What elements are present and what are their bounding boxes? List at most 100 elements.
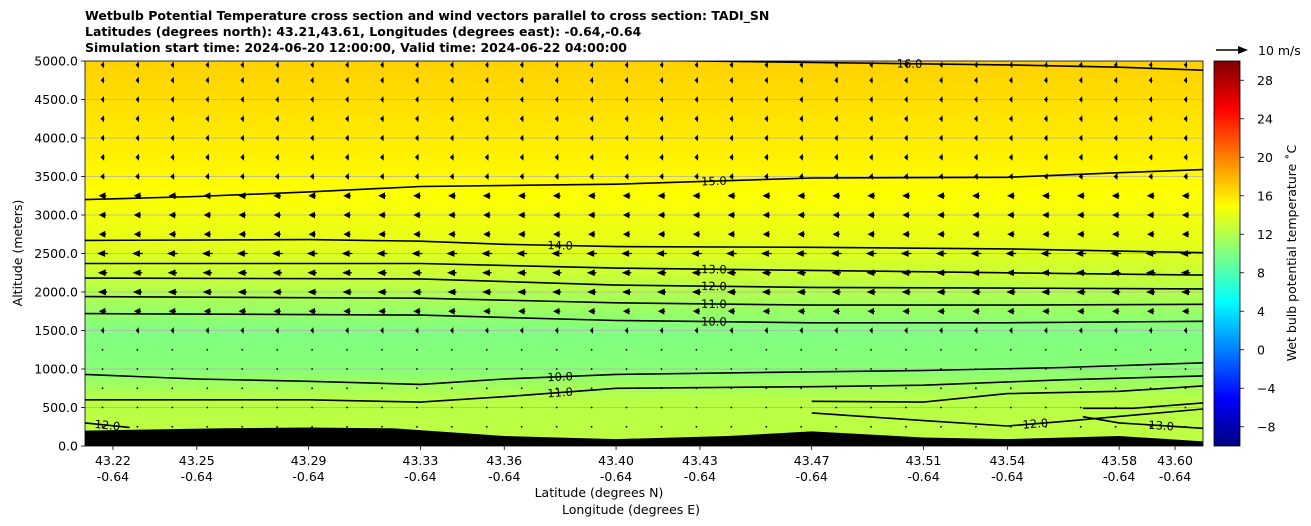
colorbar-tick-label: 20	[1257, 150, 1273, 165]
wind-vector	[868, 173, 874, 180]
wind-vector	[240, 61, 244, 69]
wind-vector	[484, 153, 489, 161]
wind-vector	[729, 153, 734, 161]
wind-vector	[800, 425, 803, 428]
wind-vector	[414, 153, 419, 161]
wind-vector	[694, 134, 699, 142]
wind-vector	[136, 406, 139, 409]
wind-vector	[1079, 368, 1082, 370]
wind-vector	[1078, 61, 1083, 69]
wind-vector	[659, 153, 664, 161]
wind-vector	[1079, 387, 1082, 390]
wind-vector	[834, 153, 839, 161]
wind-vector	[447, 269, 457, 277]
wind-vector	[237, 288, 247, 296]
wind-vector	[1044, 327, 1048, 334]
wind-vector	[516, 269, 527, 277]
wind-vector	[1148, 61, 1153, 69]
wind-vector	[414, 173, 420, 180]
wind-vector	[206, 348, 209, 351]
wind-vector	[484, 115, 489, 123]
contour-label-text: 12.0	[701, 279, 727, 293]
wind-vector	[1113, 153, 1118, 161]
wind-vector	[1008, 134, 1013, 142]
colorbar-fill	[1213, 60, 1241, 447]
wind-vector	[834, 173, 839, 180]
wind-vector	[624, 153, 629, 161]
wind-vector	[727, 230, 735, 238]
wind-vector	[240, 96, 244, 103]
wind-vector	[660, 348, 663, 351]
wind-vector	[1148, 96, 1153, 103]
wind-vector	[621, 250, 632, 257]
wind-vector	[1183, 115, 1188, 123]
wind-vector	[380, 96, 384, 103]
wind-vector	[624, 96, 629, 103]
wind-vector	[729, 327, 734, 334]
wind-vector	[1079, 425, 1082, 428]
wind-vector	[972, 230, 980, 238]
wind-vector	[343, 192, 351, 200]
wind-vector	[136, 425, 139, 428]
wind-vector	[1183, 61, 1188, 69]
wind-vector	[485, 406, 488, 409]
x-tick-label-longitude: -0.64	[97, 469, 129, 484]
colorbar-tick-label: −4	[1257, 381, 1275, 396]
wind-vector	[206, 425, 209, 428]
wind-vector	[135, 153, 140, 161]
wind-vector	[346, 387, 348, 390]
wind-vector	[381, 406, 383, 409]
wind-vector	[589, 96, 594, 103]
wind-vector	[380, 61, 384, 69]
wind-vector	[590, 368, 593, 370]
wind-vector	[413, 211, 421, 219]
y-axis-label: Altitude (meters)	[10, 200, 25, 307]
wind-vector	[450, 61, 454, 69]
wind-vector	[939, 96, 943, 103]
wind-vector	[866, 269, 876, 277]
wind-vector	[275, 76, 279, 84]
wind-vector	[972, 192, 980, 200]
wind-vector	[1147, 230, 1155, 238]
x-tick-label-longitude: -0.64	[991, 469, 1023, 484]
wind-vector	[275, 153, 280, 161]
wind-vector	[1040, 250, 1052, 257]
wind-vector	[1148, 327, 1153, 334]
wind-vector	[765, 425, 768, 428]
wind-vector	[413, 192, 421, 200]
colorbar-tick-label: −8	[1257, 419, 1275, 434]
wind-vector	[937, 307, 945, 315]
x-tick-label-longitude: -0.64	[796, 469, 828, 484]
wind-vector	[865, 250, 877, 257]
wind-vector	[622, 307, 631, 315]
wind-vector	[519, 96, 524, 103]
wind-vector	[412, 288, 422, 296]
wind-vector	[587, 192, 596, 200]
wind-vector	[554, 327, 559, 334]
wind-vector	[167, 269, 178, 277]
wind-vector	[904, 115, 908, 123]
wind-vector	[936, 269, 946, 277]
wind-vector	[483, 230, 491, 238]
wind-vector	[379, 173, 385, 180]
x-tick-label-longitude: -0.64	[404, 469, 436, 484]
wind-vector	[727, 307, 735, 315]
x-tick-label-latitude: 43.54	[989, 453, 1025, 468]
wind-vector	[1078, 153, 1083, 161]
wind-vector	[590, 348, 593, 351]
wind-vector	[1044, 406, 1047, 409]
wind-vector	[205, 96, 210, 103]
wind-vector	[940, 425, 942, 428]
wind-vector	[901, 288, 911, 296]
wind-vector	[416, 425, 418, 428]
y-tick-label: 3500.0	[34, 169, 78, 184]
wind-vector	[485, 348, 488, 351]
wind-vector	[659, 115, 664, 123]
wind-vector	[1112, 211, 1120, 219]
wind-vector	[695, 348, 698, 351]
wind-vector	[377, 269, 387, 277]
wind-vector	[762, 211, 770, 219]
wind-vector	[834, 115, 839, 123]
wind-vector	[380, 76, 384, 84]
wind-vector	[308, 307, 316, 315]
